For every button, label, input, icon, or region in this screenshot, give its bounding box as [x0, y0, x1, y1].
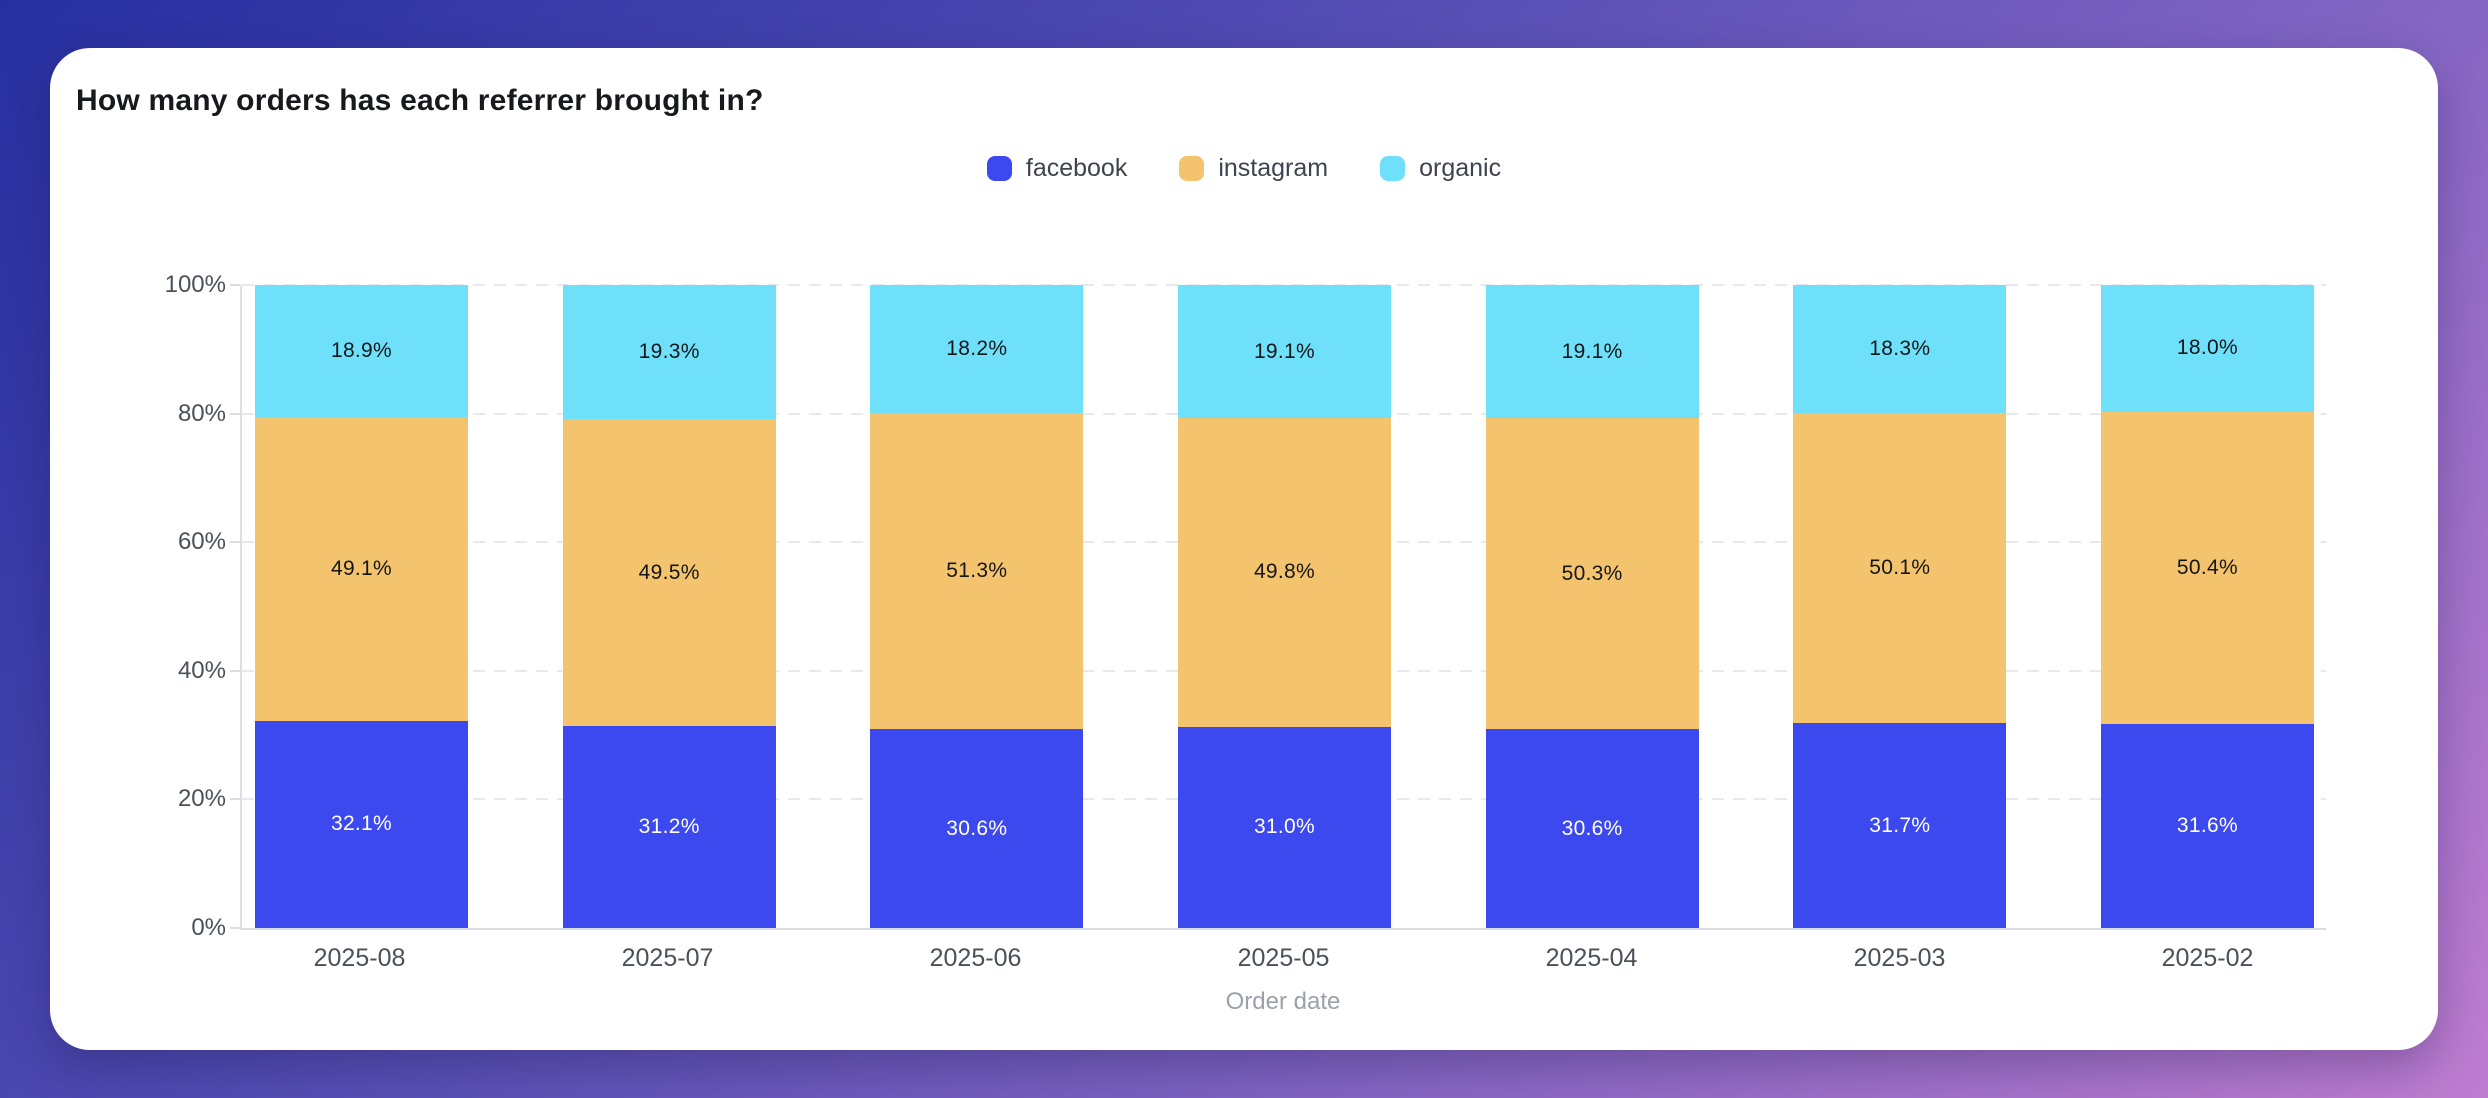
bar-segment-label: 31.7%	[1869, 813, 1931, 837]
bar-segment-facebook[interactable]: 31.7%	[1793, 723, 2007, 928]
bar-2025-03[interactable]: 18.3% 50.1% 31.7%	[1793, 285, 2007, 928]
bar-segment-organic[interactable]: 19.1%	[1485, 285, 1699, 419]
bar-segment-instagram[interactable]: 49.1%	[255, 416, 468, 721]
legend-swatch-organic	[1380, 156, 1406, 181]
bar-segment-label: 32.1%	[330, 812, 393, 836]
y-axis-label: 20%	[177, 785, 226, 813]
bar-segment-instagram[interactable]: 49.8%	[1177, 418, 1391, 727]
bar-2025-08[interactable]: 18.9% 49.1% 32.1%	[255, 285, 468, 928]
legend-item-instagram[interactable]: instagram	[1179, 154, 1328, 183]
x-axis-label: 2025-04	[1545, 944, 1638, 972]
bar-segment-organic[interactable]: 18.2%	[870, 285, 1084, 413]
bar-segment-facebook[interactable]: 31.0%	[1177, 726, 1391, 928]
legend-label: instagram	[1218, 154, 1329, 182]
bar-segment-label: 19.1%	[1253, 339, 1315, 363]
bar-segment-label: 18.2%	[946, 336, 1008, 360]
bar-segment-organic[interactable]: 19.1%	[1177, 285, 1391, 419]
bar-segment-organic[interactable]: 18.3%	[1793, 285, 2007, 414]
bar-segment-facebook[interactable]: 32.1%	[255, 720, 468, 928]
y-axis-label: 40%	[177, 656, 226, 684]
y-axis-tick	[230, 541, 240, 544]
bar-2025-02[interactable]: 18.0% 50.4% 31.6%	[2100, 285, 2314, 928]
bar-segment-organic[interactable]: 18.9%	[255, 285, 468, 417]
bar-segment-instagram[interactable]: 51.3%	[870, 412, 1084, 730]
y-axis-tick	[230, 927, 240, 929]
bar-segment-label: 18.3%	[1869, 337, 1931, 361]
bar-segment-label: 31.0%	[1253, 815, 1315, 839]
x-axis-label: 2025-02	[2161, 944, 2254, 972]
bar-segment-label: 18.9%	[330, 338, 393, 362]
legend-swatch-instagram	[1179, 156, 1205, 181]
bar-segment-label: 30.6%	[946, 816, 1008, 840]
bar-segment-label: 31.2%	[638, 814, 700, 838]
legend-label: facebook	[1025, 154, 1128, 182]
bar-segment-label: 49.8%	[1253, 560, 1315, 584]
bar-segment-label: 50.1%	[1869, 556, 1931, 580]
y-axis-tick	[230, 284, 240, 286]
bar-2025-04[interactable]: 19.1% 50.3% 30.6%	[1485, 285, 1699, 928]
chart-card: How many orders has each referrer brough…	[50, 48, 2438, 1050]
chart-title: How many orders has each referrer brough…	[76, 84, 764, 117]
bar-2025-06[interactable]: 18.2% 51.3% 30.6%	[870, 285, 1084, 928]
bar-segment-label: 50.4%	[2176, 555, 2238, 579]
plot-area: 0% 20% 40% 60% 80% 100% 18.9% 49.1% 32.1% 19.3% 4…	[165, 271, 2326, 941]
y-axis-tick	[230, 412, 240, 415]
bar-2025-05[interactable]: 19.1% 49.8% 31.0%	[1177, 285, 1391, 928]
bar-segment-label: 19.1%	[1561, 339, 1623, 363]
x-axis: 2025-08 2025-07 2025-06 2025-05 2025-04 2025-…	[240, 944, 2326, 973]
bar-segment-instagram[interactable]: 50.4%	[2100, 411, 2314, 724]
x-axis-label: 2025-06	[929, 944, 1022, 972]
bar-segment-label: 49.1%	[330, 556, 393, 580]
legend: facebook instagram organic	[50, 154, 2438, 183]
legend-swatch-facebook	[986, 156, 1012, 181]
legend-item-facebook[interactable]: facebook	[986, 154, 1128, 183]
y-axis-label: 0%	[191, 914, 226, 941]
x-axis-label: 2025-03	[1853, 944, 1946, 972]
bars-layer: 18.9% 49.1% 32.1% 19.3% 49.5% 31.2% 18.2% 51.3%…	[242, 285, 2326, 928]
bar-segment-label: 30.6%	[1561, 816, 1623, 840]
y-axis-tick	[230, 798, 240, 801]
bar-segment-label: 18.0%	[2176, 336, 2238, 360]
y-axis-label: 80%	[177, 399, 226, 427]
bar-segment-label: 50.3%	[1561, 561, 1623, 585]
bar-segment-facebook[interactable]: 31.6%	[2100, 723, 2314, 928]
y-axis-label: 100%	[164, 271, 226, 298]
x-axis-label: 2025-07	[621, 944, 714, 972]
bar-segment-facebook[interactable]: 30.6%	[1485, 729, 1699, 928]
bar-segment-instagram[interactable]: 50.3%	[1485, 418, 1699, 730]
bar-2025-07[interactable]: 19.3% 49.5% 31.2%	[562, 285, 776, 928]
bar-segment-facebook[interactable]: 31.2%	[562, 725, 776, 928]
legend-label: organic	[1419, 154, 1502, 182]
bar-segment-label: 31.6%	[2176, 813, 2238, 837]
legend-item-organic[interactable]: organic	[1380, 154, 1501, 183]
x-axis-title: Order date	[1225, 988, 1341, 1015]
bar-segment-label: 51.3%	[946, 559, 1008, 583]
bar-segment-organic[interactable]: 19.3%	[562, 285, 776, 420]
bar-segment-organic[interactable]: 18.0%	[2100, 285, 2314, 412]
bar-segment-instagram[interactable]: 49.5%	[562, 419, 776, 726]
bar-segment-label: 49.5%	[638, 560, 700, 584]
bar-segment-instagram[interactable]: 50.1%	[1793, 413, 2007, 724]
bar-segment-label: 19.3%	[638, 340, 700, 364]
bar-segment-facebook[interactable]: 30.6%	[870, 729, 1084, 928]
x-axis-label: 2025-08	[313, 944, 406, 972]
y-axis-tick	[230, 669, 240, 672]
y-axis-label: 60%	[177, 528, 226, 556]
x-axis-label: 2025-05	[1237, 944, 1330, 972]
